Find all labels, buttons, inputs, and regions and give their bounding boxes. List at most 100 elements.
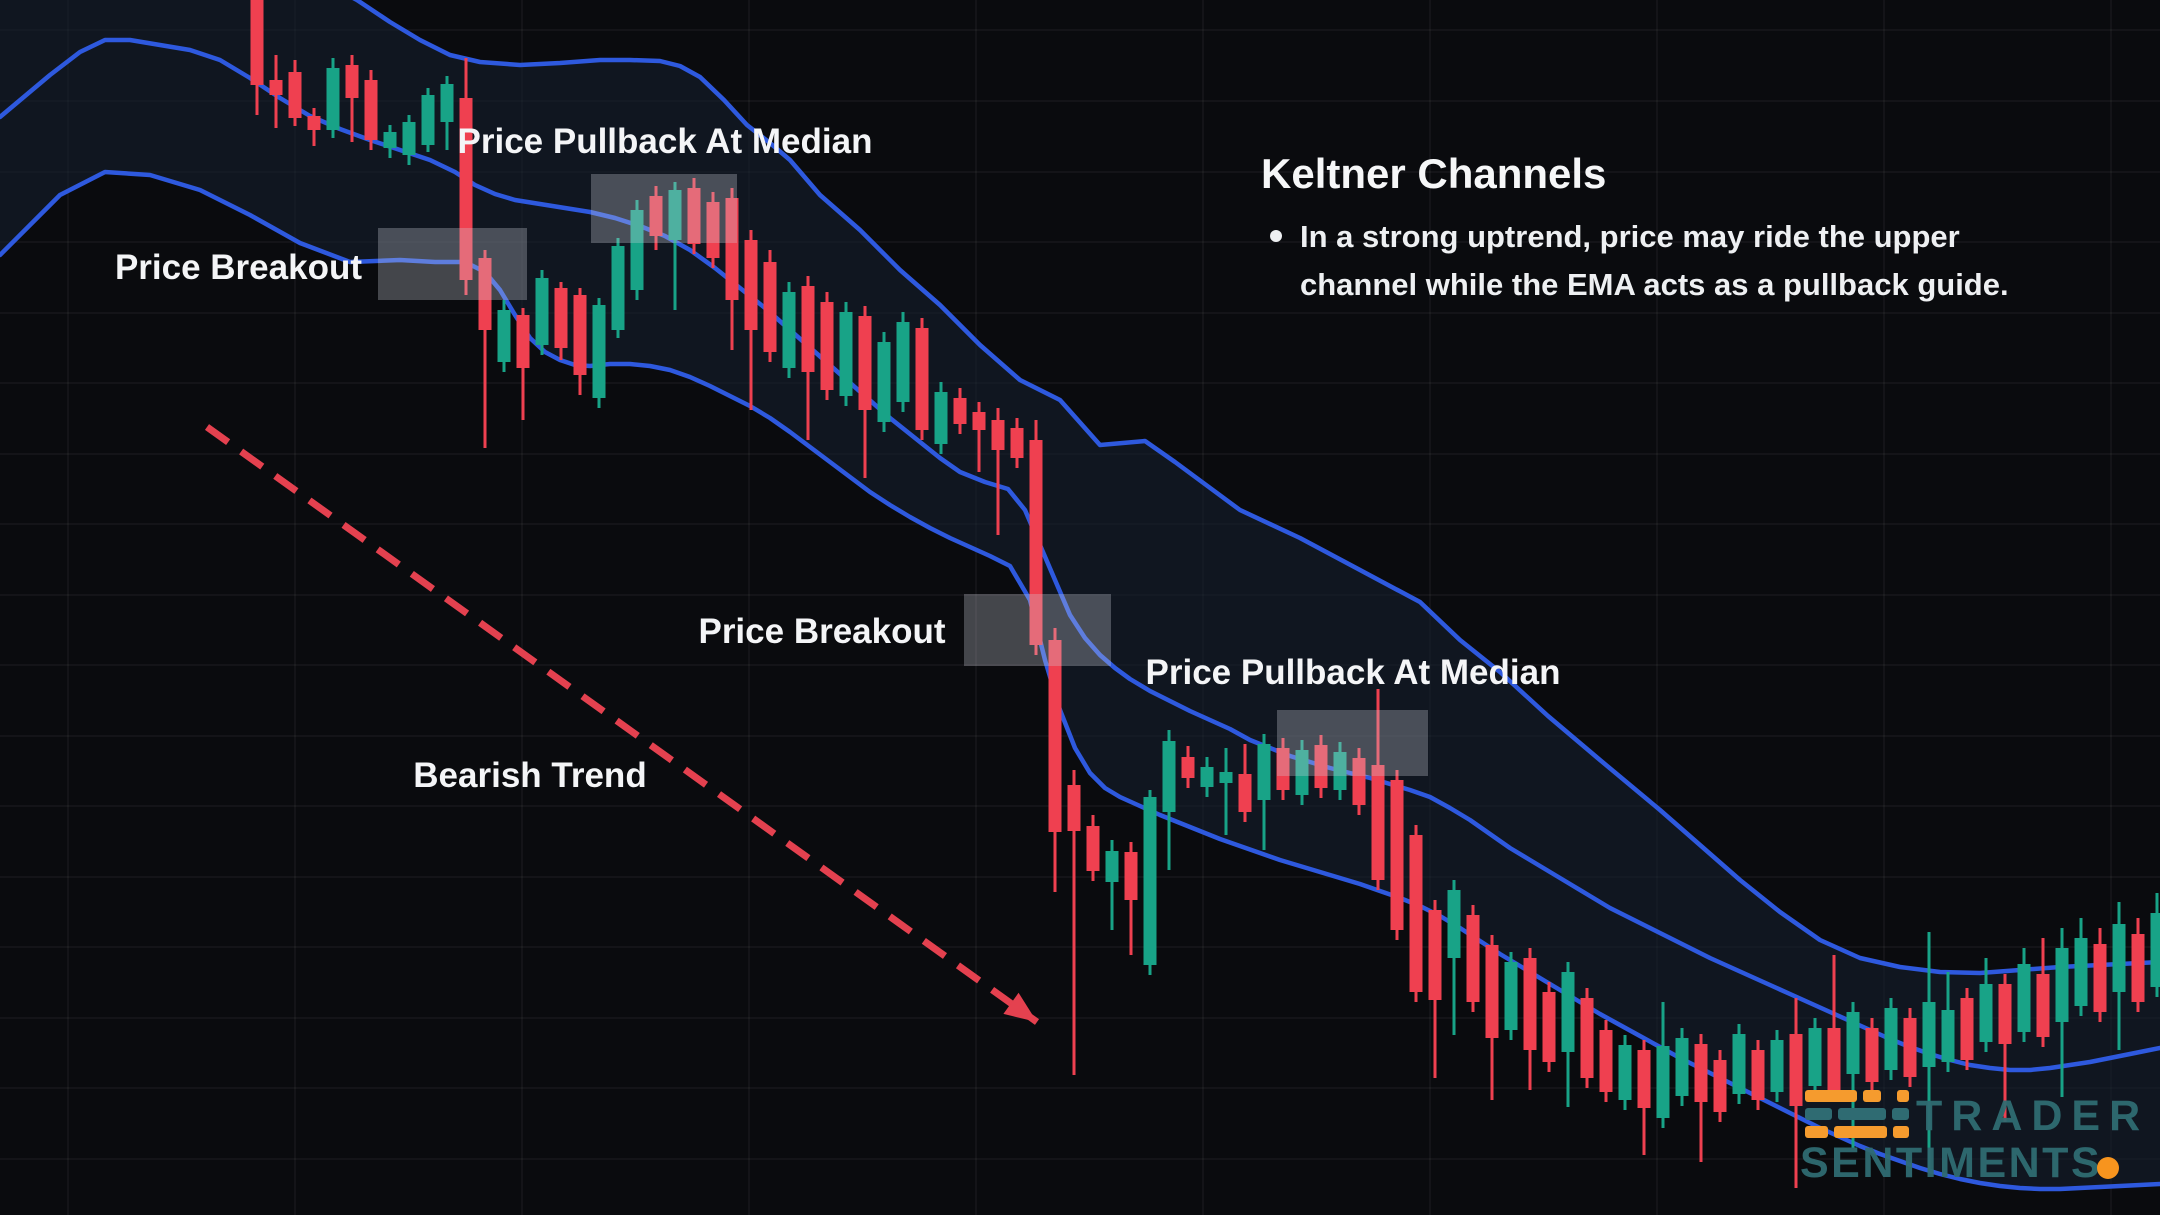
candle-body xyxy=(1485,945,1499,1038)
candle-body xyxy=(1960,998,1974,1060)
candle-body xyxy=(763,262,777,352)
candle-body xyxy=(592,305,606,398)
candlestick-up xyxy=(440,76,454,150)
candle-body xyxy=(307,116,321,130)
candle-body xyxy=(1713,1060,1727,1112)
candlestick-down xyxy=(1409,825,1423,1002)
candlestick-up xyxy=(1846,1002,1860,1148)
candlestick-up xyxy=(2112,902,2126,1050)
candlestick-down xyxy=(1048,628,1062,892)
candlestick-down xyxy=(364,70,378,150)
logo-word-trader: TRADER xyxy=(1916,1092,2149,1140)
candle-body xyxy=(1675,1038,1689,1096)
candle-body xyxy=(1314,745,1328,788)
candlestick-up xyxy=(2150,893,2160,997)
candle-body xyxy=(1865,1028,1879,1082)
candlestick-up xyxy=(1770,1030,1784,1102)
candle-body xyxy=(2074,938,2088,1006)
candlestick-down xyxy=(1827,955,1841,1102)
panel-title: Keltner Channels xyxy=(1261,150,1606,197)
candle-body xyxy=(782,292,796,368)
candlestick-down xyxy=(858,306,872,478)
candle-body xyxy=(1238,774,1252,812)
candlestick-up xyxy=(2017,948,2031,1042)
candlestick-up xyxy=(1979,958,1993,1052)
candlestick-down xyxy=(1960,988,1974,1070)
logo-bar xyxy=(1863,1090,1881,1102)
candlestick-down xyxy=(2093,928,2107,1022)
candlestick-up xyxy=(2074,918,2088,1016)
candle-body xyxy=(934,392,948,444)
candlestick-up xyxy=(1618,1035,1632,1110)
candle-body xyxy=(744,240,758,330)
candle-body xyxy=(801,286,815,372)
candle-body xyxy=(1903,1018,1917,1077)
brand-logo: TRADER SENTIMENTS xyxy=(1800,1090,2149,1187)
candlestick-up xyxy=(1504,952,1518,1040)
candle-body xyxy=(288,72,302,118)
candle-body xyxy=(820,302,834,390)
candle-body xyxy=(1523,958,1537,1050)
logo-word-sentiments: SENTIMENTS xyxy=(1800,1139,2102,1187)
candlestick-up xyxy=(839,302,853,406)
candlestick-down xyxy=(1181,746,1195,788)
candlestick-up xyxy=(611,238,625,338)
candlestick-down xyxy=(1390,770,1404,940)
bullet-line-1: In a strong uptrend, price may ride the … xyxy=(1300,219,1960,254)
candle-body xyxy=(1371,765,1385,880)
candlestick-down xyxy=(1124,842,1138,955)
candle-body xyxy=(1561,972,1575,1052)
bullet-line-2: channel while the EMA acts as a pullback… xyxy=(1300,267,2009,302)
highlight-box-price-breakout-2 xyxy=(964,594,1111,666)
candle-body xyxy=(991,420,1005,450)
candlestick-up xyxy=(1732,1024,1746,1104)
candle-body xyxy=(1162,741,1176,812)
candlestick-down xyxy=(972,402,986,472)
candle-body xyxy=(687,188,701,244)
candle-body xyxy=(2150,913,2160,987)
candle-body xyxy=(516,315,530,368)
candlestick-down xyxy=(1371,689,1385,890)
candlestick-up xyxy=(1675,1028,1689,1106)
candle-body xyxy=(877,342,891,422)
keltner-median-ema-line xyxy=(0,37,2160,1073)
candle-body xyxy=(421,95,435,145)
candlestick-up xyxy=(896,312,910,412)
candlestick-down xyxy=(1599,1020,1613,1102)
candlestick-down xyxy=(744,230,758,410)
candlestick-up xyxy=(630,200,644,300)
candle-body xyxy=(1618,1045,1632,1100)
logo-bar xyxy=(1892,1108,1909,1120)
candlestick-up xyxy=(402,115,416,165)
candle-body xyxy=(1466,915,1480,1002)
candle-body xyxy=(1808,1028,1822,1086)
candlestick-down xyxy=(1580,988,1594,1088)
candle-body xyxy=(326,68,340,130)
keltner-upper-band-line xyxy=(352,0,2160,976)
candlestick-down xyxy=(1428,900,1442,1078)
candle-body xyxy=(1257,744,1271,800)
candlestick-down xyxy=(1865,1018,1879,1092)
candle-body xyxy=(1428,910,1442,1000)
candlestick-down xyxy=(250,0,264,115)
candle-body xyxy=(497,310,511,362)
candle-body xyxy=(2112,924,2126,992)
candlestick-up xyxy=(535,270,549,355)
candle-body xyxy=(2055,948,2069,1022)
candlestick-up xyxy=(1219,748,1233,835)
candlestick-up xyxy=(782,282,796,378)
candlestick-down xyxy=(725,188,739,350)
candlestick-down xyxy=(1352,748,1366,815)
candlestick-down xyxy=(1485,935,1499,1100)
annotation-price-pullback-at-median-3: Price Pullback At Median xyxy=(1146,653,1561,692)
candle-body xyxy=(668,190,682,240)
highlight-box-price-pullback-1 xyxy=(591,174,737,243)
candle-body xyxy=(1409,835,1423,992)
candlestick-up xyxy=(1295,740,1309,805)
candlestick-down xyxy=(1542,982,1556,1072)
annotation-price-pullback-at-median-1: Price Pullback At Median xyxy=(458,122,873,161)
candle-body xyxy=(1447,890,1461,958)
candlestick-down xyxy=(706,192,720,268)
candlestick-up xyxy=(1656,1002,1670,1128)
